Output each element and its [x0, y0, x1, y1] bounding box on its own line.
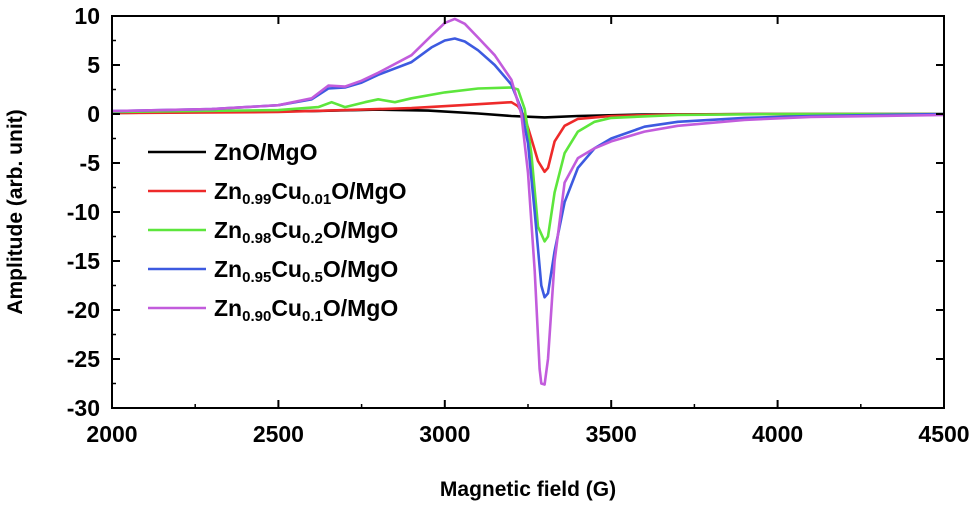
y-tick-label: 10	[74, 3, 100, 29]
legend-label: Zn0.98Cu0.2O/MgO	[214, 217, 398, 247]
y-axis-title: Amplitude (arb. unit)	[4, 109, 27, 314]
y-tick-label: -10	[67, 199, 100, 225]
x-tick-label: 3500	[586, 421, 637, 447]
y-tick-label: -25	[67, 346, 100, 372]
y-tick-label: -30	[67, 395, 100, 421]
x-tick-label: 4000	[752, 421, 803, 447]
legend-label: Zn0.95Cu0.5O/MgO	[214, 256, 398, 286]
legend-label: Zn0.99Cu0.01O/MgO	[214, 178, 407, 208]
legend-entry: Zn0.90Cu0.1O/MgO	[148, 295, 398, 325]
x-axis-title: Magnetic field (G)	[440, 478, 616, 501]
x-tick-label: 4500	[918, 421, 969, 447]
series-line-5	[111, 17, 945, 386]
legend-label: Zn0.90Cu0.1O/MgO	[214, 295, 398, 325]
plot-frame	[111, 15, 945, 409]
y-tick-label: 5	[87, 52, 100, 78]
legend-entry: Zn0.99Cu0.01O/MgO	[148, 178, 407, 208]
y-tick-label: -5	[80, 150, 101, 176]
y-tick-label: 0	[87, 101, 100, 127]
series-line-3	[111, 86, 944, 243]
x-tick-label: 2500	[253, 421, 304, 447]
legend-label: ZnO/MgO	[214, 139, 317, 165]
legend-entry: ZnO/MgO	[148, 139, 317, 165]
y-tick-label: -20	[67, 297, 100, 323]
y-tick-label: -15	[67, 248, 100, 274]
legend-entry: Zn0.98Cu0.2O/MgO	[148, 217, 398, 247]
x-tick-label: 3000	[419, 421, 470, 447]
legend-entry: Zn0.95Cu0.5O/MgO	[148, 256, 398, 286]
x-tick-label: 2000	[86, 421, 137, 447]
series-line-2	[111, 100, 944, 174]
